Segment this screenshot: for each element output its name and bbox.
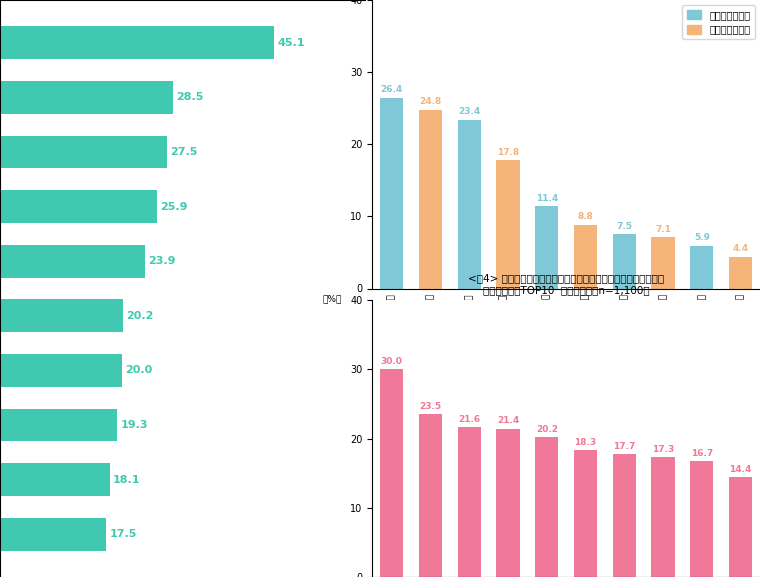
Text: 16.7: 16.7 [691, 449, 713, 458]
Bar [0, 81, 173, 114]
Bar [535, 437, 559, 577]
Text: 17.7: 17.7 [613, 442, 635, 451]
Bar [0, 463, 110, 496]
Text: 4.4: 4.4 [733, 244, 749, 253]
Bar [496, 160, 520, 288]
Text: 30.0: 30.0 [381, 357, 403, 366]
Text: 21.6: 21.6 [458, 415, 480, 424]
Text: 20.0: 20.0 [125, 365, 152, 376]
Bar [690, 462, 714, 577]
Bar [419, 414, 442, 577]
Text: 20.2: 20.2 [536, 425, 558, 434]
Text: 20.2: 20.2 [126, 311, 154, 321]
Text: 17.5: 17.5 [109, 529, 137, 539]
Bar [613, 234, 636, 288]
Bar [419, 110, 442, 288]
Text: （%）: （%） [322, 294, 341, 304]
Bar [535, 207, 559, 288]
Bar [458, 120, 481, 288]
Bar [0, 26, 274, 59]
Text: 11.4: 11.4 [536, 194, 558, 203]
Bar [0, 354, 122, 387]
Text: 8.8: 8.8 [578, 212, 594, 222]
Text: 17.3: 17.3 [652, 445, 674, 454]
Legend: ソフトドリンク, アルコール飲料: ソフトドリンク, アルコール飲料 [682, 5, 755, 39]
Text: 27.5: 27.5 [170, 147, 198, 157]
Text: 7.1: 7.1 [655, 224, 671, 234]
Bar [380, 98, 404, 288]
Bar [0, 245, 145, 278]
Bar [651, 457, 675, 577]
Text: 17.8: 17.8 [497, 148, 519, 156]
Title: <図4> 自宅で東京オリンピック・パラリンピックを観戦しながら
食べたいものTOP10  （複数回答：n=1,100）: <図4> 自宅で東京オリンピック・パラリンピックを観戦しながら 食べたいものTO… [468, 273, 664, 295]
Bar [380, 369, 404, 577]
Text: 23.4: 23.4 [458, 107, 480, 116]
Text: 24.8: 24.8 [420, 97, 442, 106]
Text: 45.1: 45.1 [277, 38, 305, 48]
Bar [613, 455, 636, 577]
Text: 23.5: 23.5 [420, 402, 442, 411]
Text: 23.9: 23.9 [148, 256, 176, 266]
Text: 25.9: 25.9 [160, 201, 188, 212]
Bar [690, 246, 714, 288]
Bar [0, 190, 157, 223]
Text: 14.4: 14.4 [730, 465, 752, 474]
Text: 19.3: 19.3 [120, 420, 148, 430]
Bar [0, 409, 117, 441]
Bar [651, 237, 675, 288]
Bar [0, 136, 167, 168]
Text: 18.1: 18.1 [113, 475, 141, 485]
Bar [574, 450, 597, 577]
Bar [574, 225, 597, 288]
Text: 28.5: 28.5 [176, 92, 204, 102]
Bar [729, 477, 752, 577]
Text: 21.4: 21.4 [497, 417, 519, 425]
Bar [458, 428, 481, 577]
Bar [729, 257, 752, 288]
Bar [496, 429, 520, 577]
Text: 18.3: 18.3 [575, 438, 597, 447]
Text: 26.4: 26.4 [381, 85, 403, 95]
Text: 5.9: 5.9 [694, 233, 710, 242]
Bar [0, 299, 123, 332]
Bar [0, 518, 106, 551]
Text: 7.5: 7.5 [616, 222, 632, 231]
